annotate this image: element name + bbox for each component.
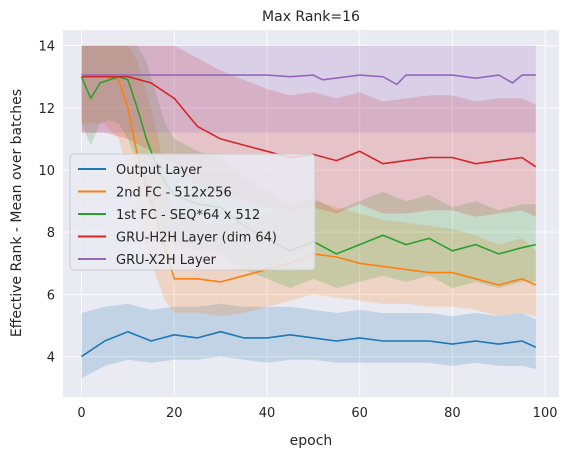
- y-tick-label: 6: [47, 288, 55, 303]
- legend-label-2: 1st FC - SEQ*64 x 512: [116, 208, 260, 223]
- y-axis-label: Effective Rank - Mean over batches: [9, 89, 25, 337]
- x-tick-label: 80: [444, 406, 461, 421]
- x-tick-label: 100: [533, 406, 558, 421]
- legend-label-3: GRU-H2H Layer (dim 64): [116, 231, 277, 246]
- legend-label-0: Output Layer: [116, 163, 202, 178]
- x-tick-label: 0: [77, 406, 85, 421]
- y-tick-label: 4: [47, 351, 55, 366]
- series-line-4: [81, 74, 536, 86]
- x-tick-label: 20: [166, 406, 183, 421]
- x-axis-label: epoch: [290, 433, 333, 449]
- y-tick-label: 14: [38, 40, 55, 55]
- confidence-band-4: [81, 45, 536, 133]
- x-axis-ticks: 0 20 40 60 80 100: [77, 406, 557, 421]
- series-line-0: [81, 330, 537, 358]
- x-tick-label: 40: [259, 406, 276, 421]
- chart-title: Max Rank=16: [262, 9, 360, 25]
- x-tick-label: 60: [351, 406, 368, 421]
- legend: Output Layer 2nd FC - 512x256 1st FC - SEQ…: [69, 153, 316, 271]
- confidence-band-0: [81, 303, 536, 379]
- y-axis-ticks: 4 6 8 10 12 14: [38, 40, 55, 366]
- legend-label-4: GRU-X2H Layer: [116, 253, 217, 268]
- y-tick-label: 8: [47, 226, 55, 241]
- legend-label-1: 2nd FC - 512x256: [116, 186, 232, 201]
- y-tick-label: 12: [38, 102, 55, 117]
- legend-box: [69, 153, 316, 271]
- y-tick-label: 10: [38, 164, 55, 179]
